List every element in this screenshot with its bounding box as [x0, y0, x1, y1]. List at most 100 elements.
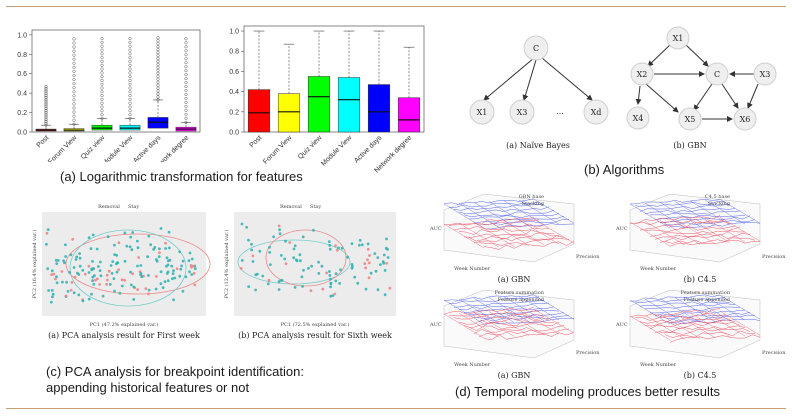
- pca-point: [164, 241, 167, 245]
- pca-point: [159, 282, 163, 286]
- pca-point: [321, 287, 325, 291]
- gbn-node-x3: [753, 62, 777, 86]
- pca-point: [166, 270, 170, 274]
- pca-point: [66, 290, 70, 293]
- outlier: [44, 110, 48, 114]
- surface-line: [463, 320, 554, 329]
- pca-point: [279, 279, 282, 282]
- pca-point: [190, 257, 194, 261]
- pca-point: [131, 272, 135, 276]
- algorithm-diagrams: C X1 X3 ... Xd (a) Naïve Bayes X1 X2: [469, 26, 777, 150]
- surface-line: [488, 297, 530, 322]
- y-tick-label: 0.6: [229, 69, 239, 76]
- pca-point: [171, 277, 174, 281]
- outlier: [184, 96, 188, 100]
- pca-point: [132, 285, 136, 289]
- outlier: [184, 100, 188, 104]
- surface-line: [443, 299, 485, 325]
- pca-point: [87, 264, 91, 268]
- pca-left-caption: (a) PCA analysis result for First week: [48, 331, 200, 340]
- pca-point: [350, 242, 354, 245]
- outlier: [44, 101, 48, 105]
- surface-line: [689, 296, 731, 321]
- surface-zlabel: AUC: [615, 322, 628, 328]
- category-label: Module View: [320, 134, 354, 168]
- pca-point: [301, 285, 304, 288]
- surface-line: [689, 218, 731, 243]
- outlier: [128, 56, 132, 60]
- pca-point: [175, 267, 179, 271]
- outlier: [156, 54, 160, 58]
- pca-point: [75, 255, 79, 259]
- outlier: [184, 77, 188, 81]
- outlier: [100, 82, 104, 86]
- pca-left-ylabel: PC2 (16.4% explained var.): [31, 230, 38, 299]
- outlier: [156, 83, 160, 87]
- pca-point: [139, 272, 143, 275]
- surface-line: [669, 239, 761, 247]
- pca-point: [125, 244, 129, 248]
- gbn-diagram: X1 X2 C X3 X4 X5 X6 (b) GBN: [626, 26, 777, 150]
- pca-point: [310, 264, 313, 268]
- surface-line: [443, 313, 485, 339]
- y-tick-label: 0.2: [229, 109, 239, 116]
- outlier: [156, 42, 160, 46]
- category-label: Quiz view: [297, 134, 324, 161]
- outlier: [100, 71, 104, 75]
- surface-line: [483, 332, 575, 340]
- surface-line: [719, 295, 761, 320]
- pca-point: [55, 281, 59, 285]
- outlier: [184, 104, 188, 108]
- outlier: [156, 57, 160, 61]
- pca-point: [91, 260, 94, 263]
- surface-line: [669, 334, 761, 343]
- surface-line: [503, 310, 545, 335]
- pca-point: [251, 260, 255, 263]
- surface-line: [473, 298, 515, 323]
- surface-line: [674, 297, 716, 322]
- pca-plots: Removal Stay PC1 (47.2% explained var.) …: [31, 204, 396, 340]
- surface-line: [443, 306, 535, 315]
- pca-point: [112, 277, 116, 280]
- pca-point: [325, 271, 328, 275]
- outlier: [100, 75, 104, 79]
- pca-point: [81, 299, 85, 303]
- pca-point: [77, 293, 81, 297]
- category-label: Active days: [132, 134, 163, 162]
- outlier: [184, 85, 188, 89]
- pca-point: [293, 244, 297, 248]
- pca-point: [383, 293, 387, 297]
- pca-point: [73, 275, 77, 279]
- pca-point: [358, 238, 362, 242]
- outlier: [156, 45, 160, 49]
- pca-point: [110, 272, 114, 275]
- pca-point: [155, 259, 159, 263]
- surface-line: [448, 310, 540, 317]
- pca-point: [374, 269, 378, 273]
- outlier: [184, 69, 188, 73]
- pca-point: [109, 264, 113, 267]
- surface-line: [458, 227, 550, 235]
- surface-legend-2: Feature appended: [684, 297, 731, 303]
- outlier: [156, 98, 160, 102]
- nb-node-x1: [469, 99, 495, 125]
- outlier: [128, 59, 132, 63]
- pca-point: [329, 294, 333, 298]
- gbn-label-x6: X6: [740, 115, 751, 124]
- surface-line: [503, 220, 545, 245]
- outlier: [184, 120, 188, 124]
- pca-point: [129, 235, 133, 239]
- pca-point: [240, 222, 244, 226]
- pca-point: [93, 274, 96, 278]
- pca-point: [108, 283, 112, 286]
- gbn-label-x4: X4: [633, 114, 644, 123]
- outlier: [184, 41, 188, 45]
- y-tick-label: 1.0: [17, 32, 27, 39]
- surface-ylabel: Precision: [762, 350, 786, 356]
- surface-line: [448, 201, 540, 208]
- pca-point: [167, 230, 171, 234]
- pca-point: [284, 262, 288, 266]
- pca-point: [120, 284, 124, 288]
- pca-point: [157, 255, 161, 259]
